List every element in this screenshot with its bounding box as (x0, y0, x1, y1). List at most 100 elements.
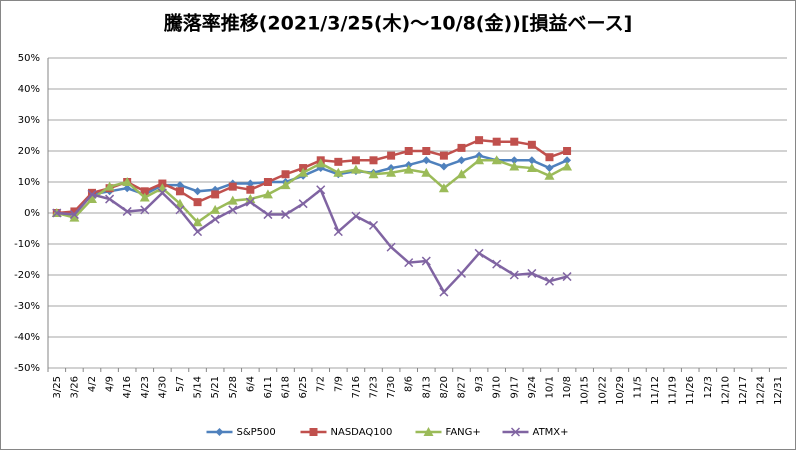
marker (246, 185, 255, 194)
marker (86, 194, 97, 204)
x-tick-label: 12/24 (756, 376, 767, 405)
x-tick-label: 5/7 (175, 376, 186, 392)
marker (245, 194, 256, 204)
marker (562, 272, 572, 282)
marker (509, 270, 519, 280)
y-tick-label: 50% (18, 53, 40, 64)
x-tick-label: 3/25 (52, 376, 63, 398)
marker (474, 248, 484, 258)
marker (403, 164, 414, 174)
marker (246, 179, 255, 188)
marker (210, 214, 220, 224)
marker (69, 212, 80, 222)
x-tick-label: 7/30 (386, 376, 397, 398)
x-tick-label: 8/27 (456, 376, 467, 398)
marker (123, 184, 132, 193)
x-tick-label: 5/21 (210, 376, 221, 398)
marker (245, 197, 255, 207)
x-tick-label: 10/15 (580, 376, 591, 405)
marker (210, 204, 221, 214)
legend-label: NASDAQ100 (331, 427, 393, 438)
marker (175, 187, 184, 196)
marker (309, 428, 318, 436)
y-tick-label: -30% (14, 301, 40, 312)
legend-label: FANG+ (446, 427, 481, 438)
x-tick-label: 10/8 (562, 376, 573, 398)
x-tick-label: 4/16 (122, 376, 133, 398)
marker (281, 170, 290, 179)
marker (404, 147, 413, 155)
marker (368, 169, 379, 179)
marker (104, 181, 115, 191)
x-tick-label: 4/23 (140, 376, 151, 398)
marker (438, 183, 449, 193)
marker (122, 206, 132, 216)
x-tick-label: 6/11 (263, 376, 274, 398)
x-tick-label: 9/24 (527, 376, 538, 398)
marker (175, 205, 185, 215)
x-tick-label: 7/16 (351, 376, 362, 398)
x-tick-label: 8/20 (439, 376, 450, 398)
marker (510, 137, 519, 146)
marker (298, 199, 308, 209)
marker (439, 162, 448, 171)
marker (157, 188, 167, 198)
marker (351, 156, 360, 165)
y-tick-label: 10% (18, 177, 40, 188)
marker (52, 208, 62, 218)
marker (492, 259, 502, 269)
x-tick-label: 12/17 (738, 376, 749, 405)
x-tick-label: 5/28 (228, 376, 239, 398)
marker (105, 194, 115, 204)
x-tick-label: 10/1 (544, 376, 555, 398)
marker (193, 198, 202, 207)
marker (421, 256, 431, 266)
marker (69, 210, 79, 220)
marker (563, 156, 572, 165)
x-tick-label: 11/5 (632, 376, 643, 398)
marker (563, 147, 572, 155)
marker (510, 156, 519, 165)
marker (298, 167, 309, 177)
marker (527, 140, 536, 149)
marker (262, 189, 273, 199)
x-tick-label: 5/14 (193, 376, 204, 398)
y-tick-label: 30% (18, 115, 40, 126)
marker (334, 157, 343, 166)
marker (387, 151, 396, 160)
marker (369, 156, 378, 165)
y-tick-label: -20% (14, 270, 40, 281)
y-tick-label: 20% (18, 146, 40, 157)
x-tick-label: 12/10 (720, 376, 731, 405)
marker (228, 182, 237, 191)
legend-label: S&P500 (237, 427, 276, 438)
marker (421, 167, 432, 177)
marker (386, 167, 397, 177)
marker (474, 155, 485, 165)
x-tick-label: 12/3 (703, 376, 714, 398)
x-tick-label: 10/29 (615, 376, 626, 405)
x-tick-label: 4/9 (105, 376, 116, 392)
marker (510, 427, 521, 437)
marker (527, 156, 536, 165)
marker (404, 258, 414, 268)
marker (423, 427, 434, 436)
legend-label: ATMX+ (533, 427, 569, 438)
marker (122, 177, 133, 186)
marker (422, 156, 431, 165)
marker (228, 205, 238, 215)
x-tick-label: 6/4 (245, 376, 256, 392)
marker (70, 207, 79, 216)
y-tick-label: -40% (14, 332, 40, 343)
marker (350, 164, 361, 174)
marker (509, 161, 520, 171)
marker (215, 428, 224, 436)
marker (491, 155, 502, 165)
x-tick-label: 8/6 (404, 376, 415, 392)
marker (545, 153, 554, 162)
marker (263, 210, 273, 220)
x-tick-label: 11/19 (668, 376, 679, 405)
x-tick-label: 9/3 (474, 376, 485, 392)
